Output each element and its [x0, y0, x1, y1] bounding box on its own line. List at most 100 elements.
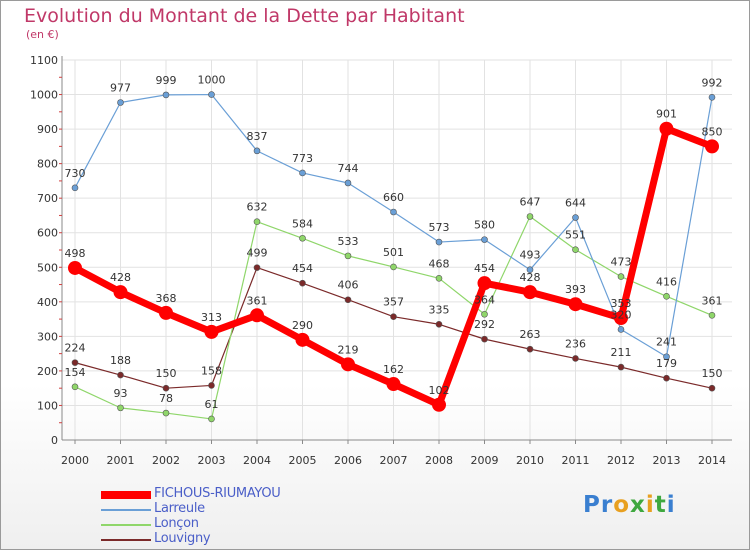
data-label: 837 — [247, 130, 268, 143]
data-point — [572, 246, 579, 253]
data-label: 361 — [247, 294, 268, 307]
data-label: 428 — [520, 271, 541, 284]
y-tick-label: 500 — [37, 261, 58, 274]
data-point — [526, 266, 534, 273]
data-label: 188 — [110, 354, 131, 367]
x-tick-label: 2014 — [698, 454, 726, 467]
data-point — [159, 305, 173, 320]
data-point — [617, 326, 625, 333]
data-point — [390, 208, 397, 216]
y-tick-label: 800 — [37, 158, 58, 171]
data-point — [708, 311, 716, 319]
proxiti-logo: Proxiti — [583, 492, 676, 518]
data-label: 580 — [474, 219, 495, 232]
data-label: 416 — [656, 275, 677, 288]
chart-unit-label: (en €) — [26, 28, 59, 41]
data-label: 999 — [156, 74, 177, 87]
data-point — [204, 324, 219, 339]
data-label: 211 — [611, 346, 632, 359]
data-point — [162, 91, 170, 99]
data-label: 61 — [205, 398, 219, 411]
data-point — [663, 353, 670, 361]
data-point — [572, 355, 579, 362]
x-tick-label: 2008 — [425, 454, 453, 467]
data-label: 357 — [383, 296, 404, 309]
y-tick-label: 1100 — [30, 54, 58, 67]
data-point — [477, 276, 492, 291]
data-label: 335 — [429, 303, 450, 316]
data-label: 468 — [429, 257, 450, 270]
data-point — [386, 377, 401, 392]
data-label: 644 — [565, 197, 586, 210]
data-label: 361 — [702, 294, 723, 307]
data-label: 320 — [611, 308, 632, 321]
data-point — [390, 263, 397, 271]
x-tick-label: 2012 — [607, 454, 635, 467]
data-label: 290 — [292, 319, 313, 332]
logo-letter: i — [645, 492, 655, 518]
data-point — [708, 94, 716, 101]
y-tick-label: 0 — [51, 434, 58, 447]
data-point — [568, 297, 583, 312]
data-point — [68, 260, 82, 275]
data-label: 406 — [338, 279, 359, 292]
data-label: 162 — [383, 363, 404, 376]
data-point — [253, 147, 261, 155]
legend-label: FICHOUS-RIUMAYOU — [154, 486, 281, 501]
data-point — [344, 252, 352, 260]
data-label: 773 — [292, 152, 313, 165]
data-label: 428 — [110, 271, 131, 284]
data-label: 93 — [114, 387, 128, 400]
logo-letter: x — [630, 492, 646, 518]
data-point — [663, 292, 670, 300]
x-tick-label: 2002 — [152, 454, 180, 467]
data-label: 179 — [656, 357, 677, 370]
legend-label: Lonçon — [154, 516, 199, 531]
data-label: 241 — [656, 336, 677, 349]
data-point — [299, 169, 306, 177]
data-label: 473 — [611, 256, 632, 269]
data-point — [435, 320, 443, 328]
data-point — [117, 371, 124, 379]
data-label: 660 — [383, 191, 404, 204]
data-point — [435, 238, 443, 246]
legend-item-louvigny: Louvigny — [101, 531, 341, 547]
data-point — [526, 213, 534, 220]
data-label: 292 — [474, 318, 495, 331]
data-point — [617, 363, 625, 371]
data-point — [299, 279, 306, 287]
logo-letter: t — [654, 492, 667, 518]
data-point — [435, 275, 443, 282]
x-tick-label: 2000 — [61, 454, 89, 467]
data-label: 977 — [110, 81, 131, 94]
data-label: 632 — [247, 201, 268, 214]
x-tick-label: 2003 — [198, 454, 226, 467]
data-label: 219 — [338, 343, 359, 356]
data-point — [208, 91, 215, 98]
data-label: 499 — [247, 247, 268, 260]
y-tick-label: 900 — [37, 123, 58, 136]
data-label: 584 — [292, 217, 313, 230]
data-label: 1000 — [198, 74, 226, 87]
data-label: 364 — [474, 293, 495, 306]
data-label: 313 — [201, 311, 222, 324]
data-point — [572, 214, 579, 221]
legend-label: Larreule — [154, 501, 205, 516]
legend-item-fichous-riumayou: FICHOUS-RIUMAYOU — [101, 486, 341, 502]
data-label: 850 — [702, 125, 723, 138]
data-label: 224 — [65, 342, 86, 355]
legend-swatch — [101, 491, 151, 499]
legend-swatch — [101, 524, 151, 526]
data-label: 150 — [156, 367, 177, 380]
data-point — [481, 236, 488, 243]
data-point — [162, 384, 170, 392]
legend-swatch — [101, 539, 151, 541]
data-point — [708, 384, 716, 392]
x-tick-label: 2009 — [471, 454, 499, 467]
data-label: 454 — [292, 262, 313, 275]
data-label: 158 — [201, 364, 222, 377]
x-tick-label: 2010 — [516, 454, 544, 467]
data-point — [344, 179, 352, 187]
data-point — [71, 383, 79, 391]
data-point — [253, 264, 261, 271]
